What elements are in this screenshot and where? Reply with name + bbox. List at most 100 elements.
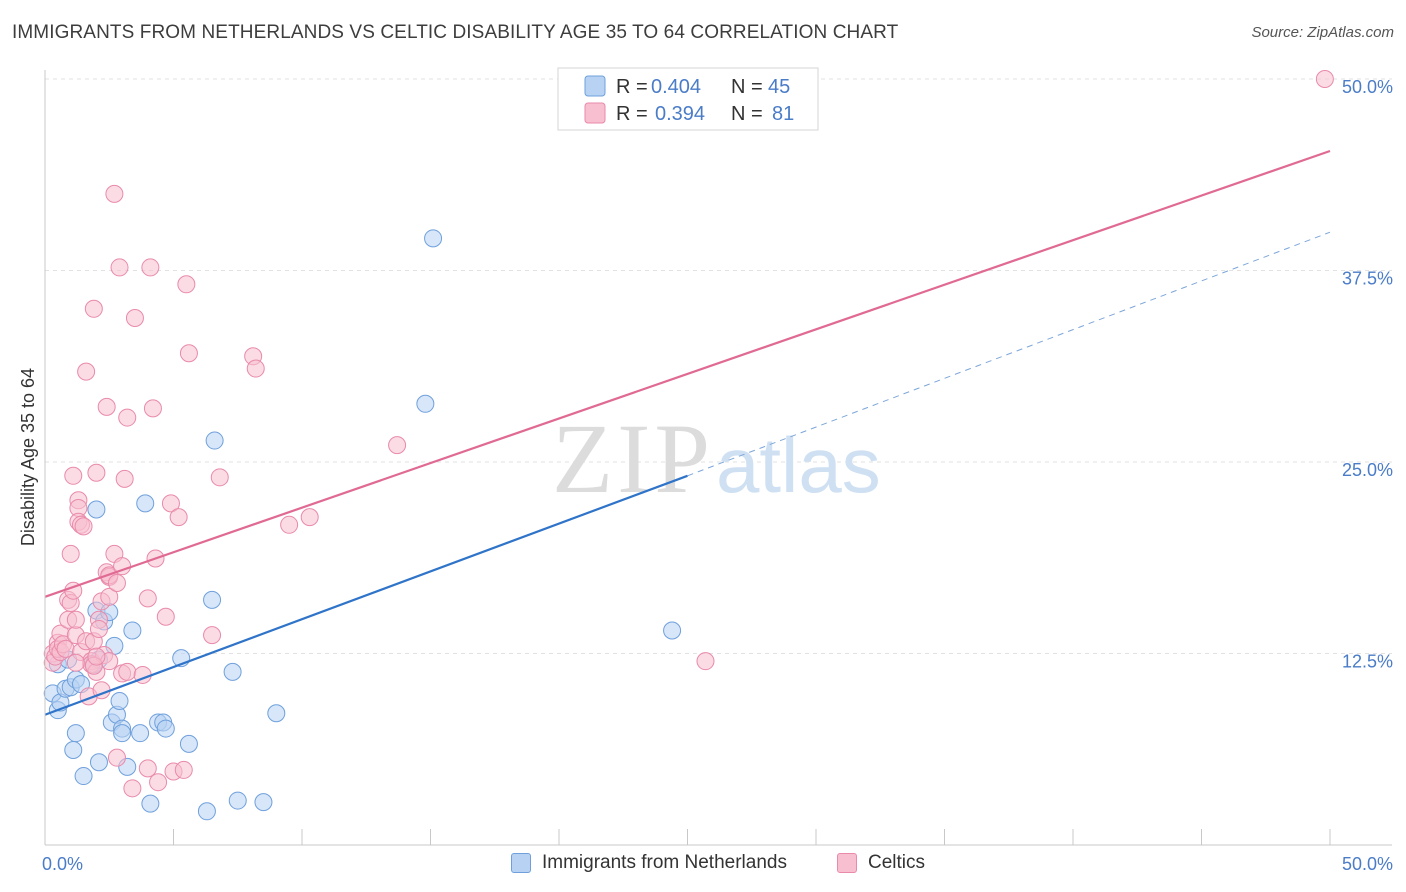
celtics-point xyxy=(87,647,106,666)
celtics-point xyxy=(89,619,108,638)
netherlands-point xyxy=(136,494,155,513)
celtics-point xyxy=(141,258,160,277)
celtics-point xyxy=(280,515,299,534)
x-tick-label: 0.0% xyxy=(42,854,83,874)
celtics-point xyxy=(84,299,103,318)
celtics-point xyxy=(64,466,83,485)
netherlands-point xyxy=(197,802,216,821)
celtics-point xyxy=(203,626,222,645)
legend-top-n-value: 81 xyxy=(772,103,794,125)
netherlands-point xyxy=(87,500,106,519)
celtics-point xyxy=(123,779,142,798)
source-label: Source: ZipAtlas.com xyxy=(1251,24,1394,41)
netherlands-point xyxy=(131,724,150,743)
netherlands-trend-extension xyxy=(687,231,1331,477)
x-tick-label: 50.0% xyxy=(1342,854,1393,874)
celtics-point xyxy=(61,544,80,563)
legend-top: R = 0.404 N = 45 R = 0.394 N = 81 xyxy=(557,67,819,131)
netherlands-point xyxy=(203,590,222,609)
y-axis-label: Disability Age 35 to 64 xyxy=(18,368,38,546)
axis-layer: 0.0% 50.0% Disability Age 35 to 64 xyxy=(18,70,1393,874)
legend-item-celtics: Celtics xyxy=(837,852,925,874)
watermark-atlas: atlas xyxy=(716,421,881,509)
celtics-point xyxy=(156,607,175,626)
netherlands-point xyxy=(228,791,247,810)
netherlands-trend-line xyxy=(44,474,688,716)
celtics-point xyxy=(115,469,134,488)
y-tick-label: 50.0% xyxy=(1342,77,1393,97)
celtics-point xyxy=(138,589,157,608)
legend-top-r-label: R = xyxy=(616,103,648,125)
celtics-point xyxy=(149,773,168,792)
celtics-point xyxy=(118,408,137,427)
legend-bottom: Immigrants from Netherlands Celtics xyxy=(0,852,1406,878)
celtics-point xyxy=(177,275,196,294)
celtics-point xyxy=(138,759,157,778)
celtics-point xyxy=(110,258,129,277)
celtics-point xyxy=(125,308,144,327)
celtics-point xyxy=(87,463,106,482)
netherlands-point xyxy=(89,753,108,772)
celtics-point xyxy=(1315,70,1334,88)
y-tick-label: 37.5% xyxy=(1342,269,1393,289)
netherlands-point xyxy=(267,704,286,723)
netherlands-point xyxy=(123,621,142,640)
y-tick-label: 12.5% xyxy=(1342,652,1393,672)
legend-top-swatch-pink xyxy=(584,102,606,124)
celtics-point xyxy=(143,399,162,418)
celtics-point xyxy=(300,508,319,527)
netherlands-point xyxy=(66,724,85,743)
celtics-point xyxy=(97,397,116,416)
netherlands-point xyxy=(254,793,273,812)
celtics-point xyxy=(388,436,407,455)
legend-swatch-netherlands xyxy=(511,853,531,873)
legend-top-r-value: 0.404 xyxy=(651,76,701,98)
legend-top-r-label: R = xyxy=(616,76,648,98)
watermark-zip: ZIP xyxy=(552,403,714,514)
netherlands-point xyxy=(113,724,132,743)
netherlands-point xyxy=(64,741,83,760)
legend-top-n-label: N = xyxy=(731,103,763,125)
netherlands-point xyxy=(156,719,175,738)
celtics-point xyxy=(696,652,715,671)
celtics-point xyxy=(100,587,119,606)
celtics-point xyxy=(66,653,85,672)
netherlands-point xyxy=(110,691,129,710)
celtics-point xyxy=(107,748,126,767)
celtics-point xyxy=(174,760,193,779)
celtics-point xyxy=(179,344,198,363)
netherlands-point xyxy=(205,431,224,450)
celtics-point xyxy=(77,362,96,381)
celtics-trend-line xyxy=(44,149,1331,598)
celtics-point xyxy=(74,517,93,536)
netherlands-point xyxy=(141,794,160,813)
celtics-point xyxy=(246,359,265,378)
netherlands-point xyxy=(179,734,198,753)
legend-top-n-value: 45 xyxy=(768,76,790,98)
celtics-point xyxy=(105,184,124,203)
y-tick-label: 25.0% xyxy=(1342,460,1393,480)
netherlands-point xyxy=(663,621,682,640)
legend-top-r-value: 0.394 xyxy=(655,103,705,125)
watermark: ZIP atlas xyxy=(552,403,881,514)
celtics-point xyxy=(118,662,137,681)
celtics-point xyxy=(161,494,180,513)
legend-label-netherlands: Immigrants from Netherlands xyxy=(542,852,787,873)
netherlands-point xyxy=(223,662,242,681)
legend-item-netherlands: Immigrants from Netherlands xyxy=(511,852,787,874)
celtics-point xyxy=(169,508,188,527)
celtics-point xyxy=(107,574,126,593)
legend-top-swatch-blue xyxy=(584,75,606,97)
trend-layer xyxy=(44,149,1331,716)
legend-label-celtics: Celtics xyxy=(868,852,926,873)
points-layer xyxy=(43,70,1334,821)
chart-title: IMMIGRANTS FROM NETHERLANDS VS CELTIC DI… xyxy=(12,22,899,43)
legend-swatch-celtics xyxy=(837,853,857,873)
legend-top-n-label: N = xyxy=(731,76,763,98)
netherlands-point xyxy=(74,767,93,786)
celtics-point xyxy=(66,610,85,629)
grid-layer: 12.5% 25.0% 37.5% 50.0% xyxy=(45,77,1393,672)
celtics-point xyxy=(210,468,229,487)
netherlands-point xyxy=(416,394,435,413)
